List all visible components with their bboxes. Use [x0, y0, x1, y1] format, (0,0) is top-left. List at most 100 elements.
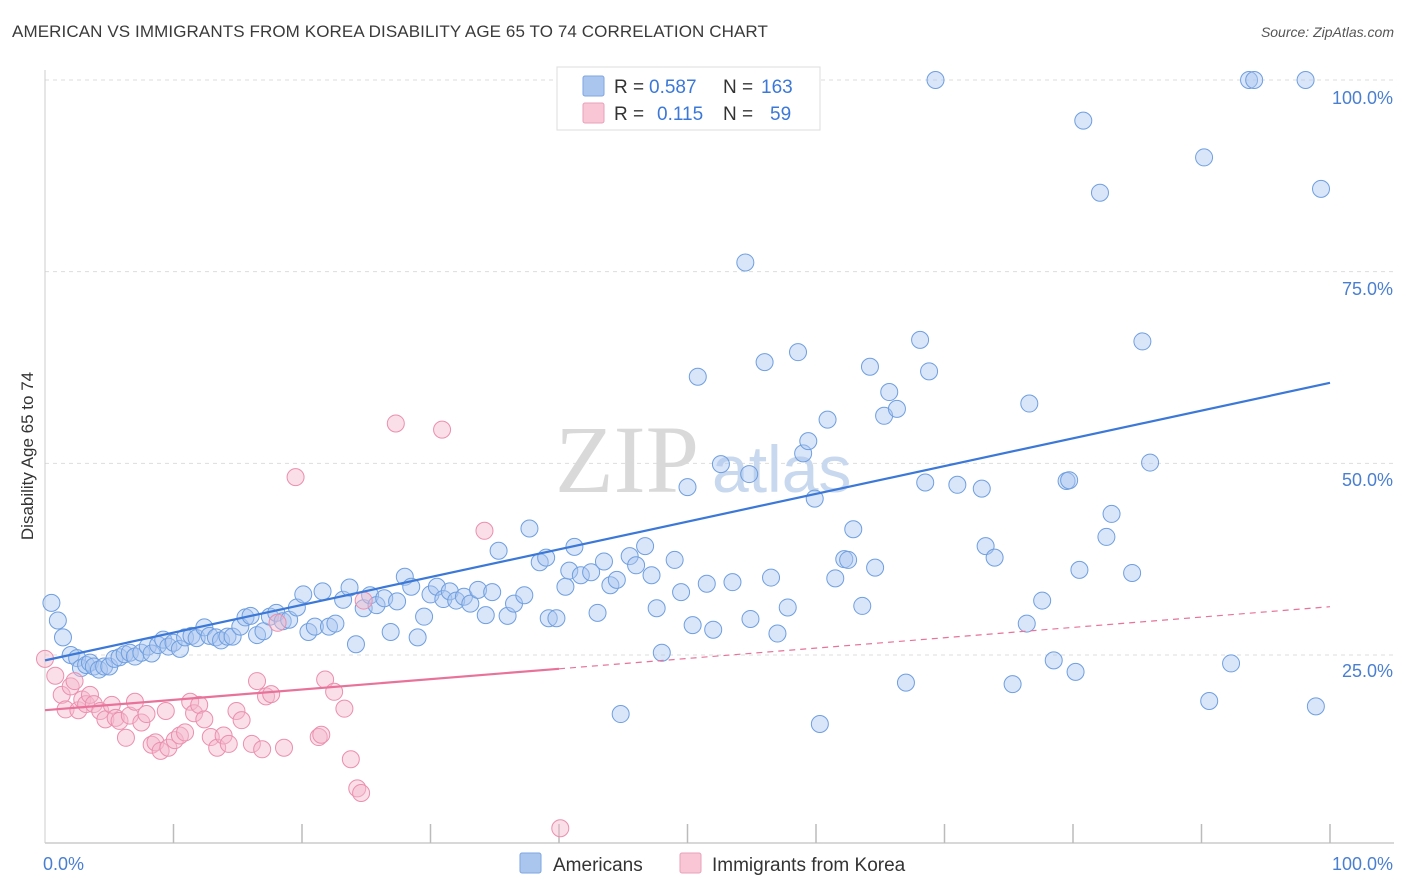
americans-point	[1066, 662, 1085, 681]
americans-point	[346, 635, 365, 654]
americans-point	[920, 362, 939, 381]
americans-point	[1240, 71, 1259, 89]
americans-point	[1141, 453, 1160, 472]
americans-point	[110, 648, 129, 667]
x-tick-label-0: 0.0%	[43, 854, 84, 874]
americans-point	[896, 673, 915, 692]
americans-point	[1222, 654, 1241, 673]
americans-point	[647, 599, 666, 618]
legend-n-label-korea: N =	[723, 104, 753, 125]
korea-point	[219, 734, 238, 753]
americans-point	[340, 578, 359, 597]
legend-r-label-americans: R =	[614, 77, 644, 98]
americans-point	[1200, 692, 1219, 710]
korea-point	[312, 725, 331, 744]
americans-point	[916, 473, 935, 492]
korea-point	[262, 685, 281, 704]
americans-point	[42, 593, 61, 612]
americans-point	[866, 558, 885, 577]
americans-point	[768, 624, 787, 643]
americans-point	[636, 537, 655, 556]
korea-point	[176, 723, 195, 742]
korea-point	[110, 711, 129, 730]
americans-point	[388, 592, 407, 611]
bottom-legend: Americans Immigrants from Korea	[519, 852, 906, 876]
americans-point	[483, 583, 502, 602]
americans-point	[755, 353, 774, 372]
korea-point	[116, 728, 135, 747]
korea-point	[65, 672, 84, 691]
bottom-legend-swatch-americans	[519, 852, 542, 874]
korea-point	[286, 468, 305, 487]
korea-point	[84, 695, 103, 714]
americans-point	[683, 616, 702, 635]
americans-point	[520, 519, 539, 538]
korea-point	[386, 414, 405, 433]
americans-point	[810, 715, 829, 733]
watermark-zip: ZIP	[555, 406, 699, 513]
korea-point	[232, 711, 251, 730]
americans-point	[1003, 675, 1022, 694]
americans-point	[887, 399, 906, 418]
korea-point	[352, 784, 371, 802]
korea-point	[475, 521, 494, 540]
y-tick-label-50: 50.0%	[1342, 470, 1393, 490]
legend-swatch-americans	[582, 75, 605, 97]
legend: R = 0.587 N = 163 R = 0.115 N = 59	[556, 66, 821, 131]
korea-point	[195, 710, 214, 729]
americans-point	[71, 659, 90, 678]
korea-point	[80, 685, 99, 704]
korea-point	[341, 750, 360, 769]
americans-point	[489, 541, 508, 560]
watermark-atlas: atlas	[712, 432, 851, 506]
americans-point	[571, 566, 590, 585]
americans-point	[1017, 614, 1036, 633]
americans-point	[704, 620, 723, 639]
trend-lines	[44, 381, 1331, 712]
americans-point	[789, 343, 808, 362]
americans-point	[223, 627, 242, 646]
americans-point	[1097, 527, 1116, 546]
korea-trend-line-extension	[558, 606, 1331, 670]
americans-point	[818, 410, 837, 429]
legend-r-value-americans: 0.587	[649, 77, 697, 98]
chart-source: Source: ZipAtlas.com	[1260, 24, 1394, 40]
legend-n-label-americans: N =	[723, 77, 753, 98]
x-tick-label-100: 100.0%	[1332, 854, 1393, 874]
americans-trend-line	[44, 381, 1331, 662]
americans-point	[826, 569, 845, 588]
americans-point	[948, 475, 967, 494]
americans-point	[1306, 697, 1325, 716]
legend-swatch-korea	[582, 102, 605, 124]
americans-point	[844, 520, 863, 539]
americans-point	[84, 657, 103, 676]
legend-n-value-korea: 59	[770, 104, 791, 125]
americans-point	[607, 570, 626, 589]
bottom-legend-label-americans: Americans	[553, 855, 643, 876]
americans-point	[723, 573, 742, 592]
korea-trend-line	[44, 667, 560, 712]
americans-point	[560, 561, 579, 580]
korea-point	[132, 713, 151, 732]
americans-point	[678, 478, 697, 497]
korea-point	[242, 734, 261, 753]
americans-point	[1074, 111, 1093, 130]
grid-lines	[45, 79, 1394, 656]
americans-point	[1133, 332, 1152, 351]
americans-point	[588, 603, 607, 622]
chart-title: AMERICAN VS IMMIGRANTS FROM KOREA DISABI…	[12, 22, 768, 41]
americans-point	[839, 550, 858, 569]
americans-point	[326, 614, 345, 633]
americans-point	[556, 577, 575, 596]
americans-point	[741, 609, 760, 628]
americans-point	[652, 643, 671, 662]
korea-point	[159, 738, 178, 757]
americans-points	[42, 71, 1331, 733]
korea-point	[201, 728, 220, 747]
americans-point	[778, 598, 797, 617]
americans-point	[1070, 560, 1089, 579]
americans-point	[547, 609, 566, 628]
americans-point	[1060, 471, 1079, 490]
americans-point	[688, 367, 707, 386]
